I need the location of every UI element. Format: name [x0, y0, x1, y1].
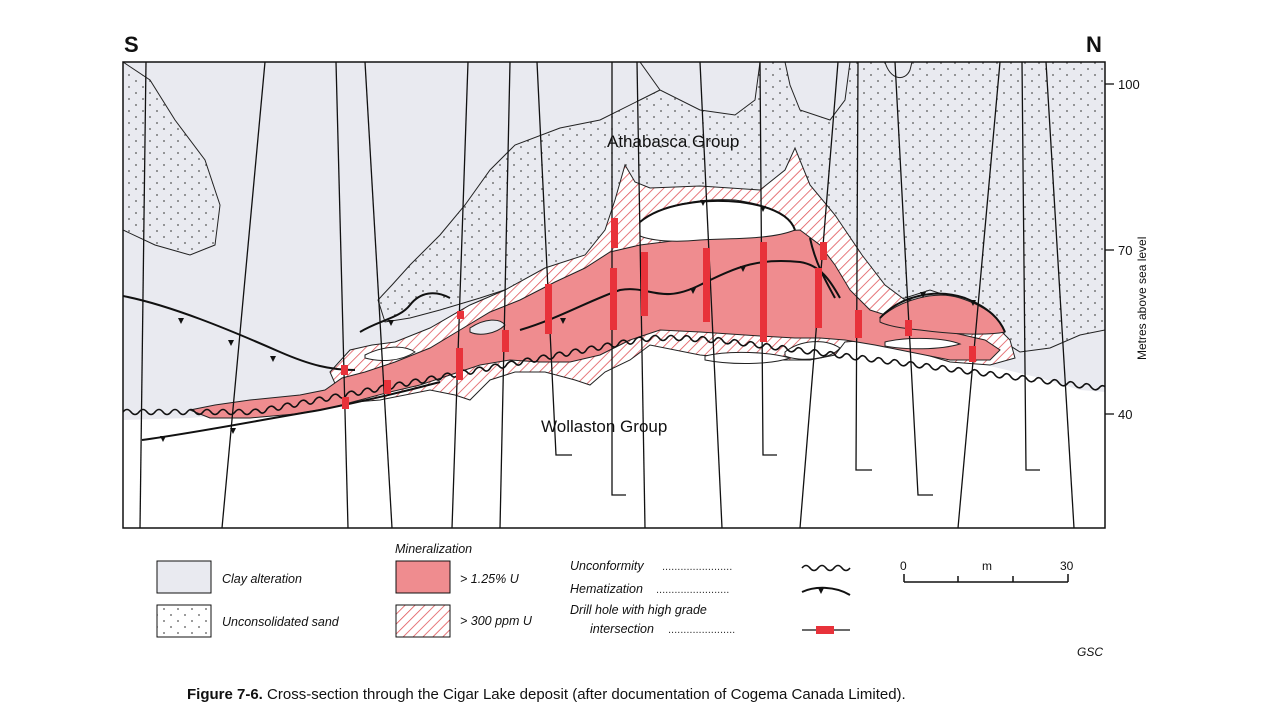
legend-drill-label-1: Drill hole with high grade — [570, 603, 707, 617]
ore-void-1 — [364, 346, 416, 361]
clay-patch-top — [639, 62, 761, 116]
legend-drill-intersection-symbol — [816, 626, 834, 634]
figure-caption-text: Cross-section through the Cigar Lake dep… — [267, 686, 906, 703]
figure-number: Figure 7-6. — [187, 686, 263, 703]
credit-label: GSC — [1077, 645, 1103, 659]
hematization-barbs — [160, 200, 976, 442]
legend-low-grade-label: > 300 ppm U — [460, 614, 533, 628]
drill-intersections — [341, 218, 976, 409]
legend-unconformity-symbol — [801, 564, 851, 572]
elevation-ticks — [1105, 83, 1114, 415]
section-frame — [122, 61, 1106, 529]
legend-swatch-high-grade — [395, 560, 451, 594]
legend-swatch-low-grade — [395, 604, 451, 638]
north-label: N — [1086, 32, 1102, 57]
clay-patch-top-right — [784, 62, 851, 121]
south-label: S — [124, 32, 139, 57]
legend-mineralization-title: Mineralization — [395, 542, 472, 556]
legend-clay-label: Clay alteration — [222, 572, 302, 586]
legend: Clay alteration Unconsolidated sand Mine… — [156, 542, 851, 638]
scale-bar — [903, 574, 1069, 583]
wollaston-group-label: Wollaston Group — [541, 417, 667, 436]
elevation-axis-title: Metres above sea level — [1135, 237, 1149, 360]
scale-unit: m — [982, 559, 992, 573]
ore-void-4 — [704, 351, 792, 364]
elevation-tick-100: 100 — [1118, 77, 1140, 92]
section-body — [123, 62, 1105, 528]
unconformity-line — [123, 334, 1105, 416]
scale-start: 0 — [900, 559, 907, 573]
scale-end: 30 — [1060, 559, 1074, 573]
legend-unconformity-label: Unconformity — [570, 559, 644, 573]
legend-sand-label: Unconsolidated sand — [222, 615, 340, 629]
legend-leader-dots-2: ........................ — [656, 584, 729, 596]
legend-swatch-clay — [156, 560, 212, 594]
clay-patch-right-bubble — [884, 62, 913, 78]
legend-hematization-label: Hematization — [570, 582, 643, 596]
legend-hematization-symbol — [801, 586, 851, 596]
elevation-tick-70: 70 — [1118, 243, 1132, 258]
athabasca-group-label: Athabasca Group — [607, 132, 739, 151]
wollaston-basement — [123, 322, 1105, 528]
ore-body-high-grade — [188, 229, 1001, 419]
legend-swatch-sand — [156, 604, 212, 638]
legend-leader-dots-3: ...................... — [668, 624, 735, 636]
legend-leader-dots-1: ....................... — [662, 561, 732, 573]
sand-zone-left — [123, 62, 221, 256]
ore-void-5 — [884, 337, 962, 350]
figure-caption: Figure 7-6. Cross-section through the Ci… — [187, 686, 906, 703]
elevation-tick-40: 40 — [1118, 407, 1132, 422]
drill-holes — [139, 62, 1075, 528]
legend-drill-label-2: intersection — [590, 622, 654, 636]
legend-high-grade-label: > 1.25% U — [460, 572, 520, 586]
